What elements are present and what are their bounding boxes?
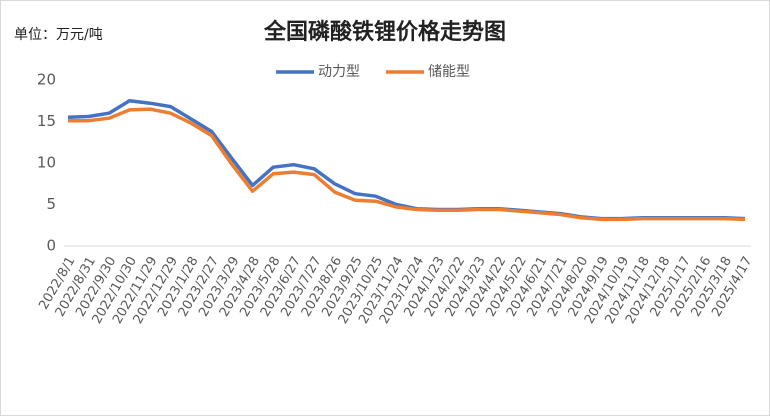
legend-label: 动力型 [318, 64, 360, 80]
y-tick-label: 10 [37, 154, 56, 172]
chart-title: 全国磷酸铁锂价格走势图 [263, 19, 506, 45]
legend-label: 储能型 [428, 64, 470, 80]
y-tick-label: 5 [46, 195, 56, 213]
y-tick-label: 15 [37, 112, 56, 130]
series-line [68, 107, 746, 222]
y-tick-label: 20 [37, 71, 56, 89]
unit-label: 单位：万元/吨 [14, 27, 103, 43]
y-tick-label: 0 [46, 237, 56, 255]
